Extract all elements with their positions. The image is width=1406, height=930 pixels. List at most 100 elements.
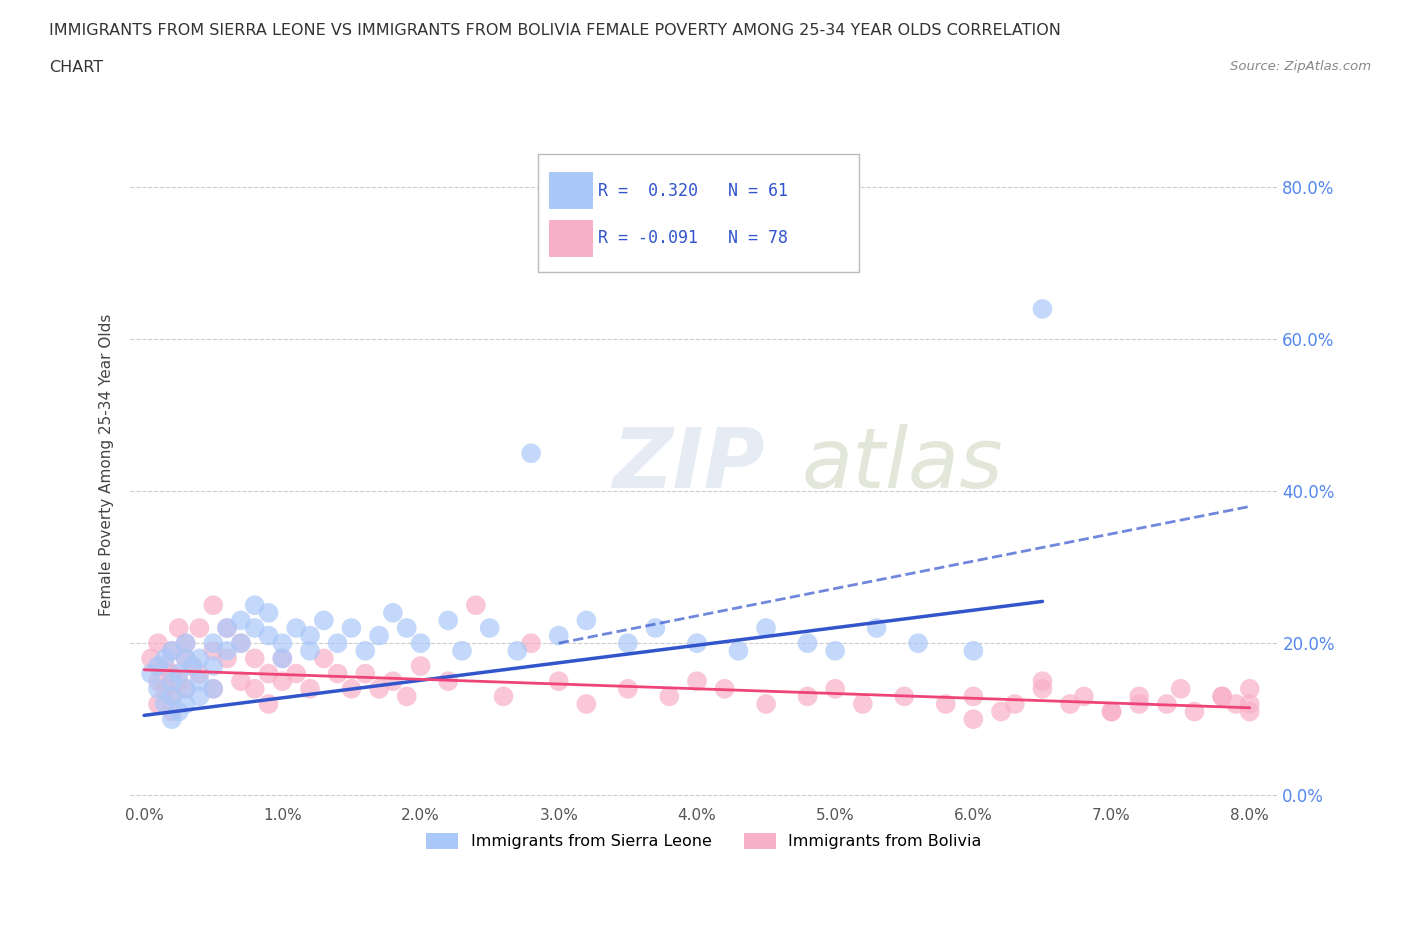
Point [1101,704,1123,719]
Y-axis label: Female Poverty Among 25-34 Year Olds: Female Poverty Among 25-34 Year Olds [100,313,114,616]
Point [243,651,266,666]
Point [1156,697,1178,711]
Bar [537,153,859,272]
Point [167,666,190,681]
Point [907,636,929,651]
Point [202,682,225,697]
Point [146,682,169,697]
Bar [548,172,592,209]
Point [188,689,211,704]
Point [243,682,266,697]
Point [257,605,280,620]
Point [229,636,252,651]
Text: IMMIGRANTS FROM SIERRA LEONE VS IMMIGRANTS FROM BOLIVIA FEMALE POVERTY AMONG 25-: IMMIGRANTS FROM SIERRA LEONE VS IMMIGRAN… [49,23,1062,38]
Point [990,704,1012,719]
Point [381,605,404,620]
Legend: Immigrants from Sierra Leone, Immigrants from Bolivia: Immigrants from Sierra Leone, Immigrants… [419,826,988,856]
Point [298,644,321,658]
Point [160,644,183,658]
Point [1031,673,1053,688]
Point [146,697,169,711]
Point [395,689,418,704]
Point [271,651,294,666]
Point [1004,697,1026,711]
Point [174,697,197,711]
Point [713,682,735,697]
Point [492,689,515,704]
Point [257,628,280,643]
Point [243,620,266,635]
Point [153,697,176,711]
Point [437,613,460,628]
Point [547,628,569,643]
Point [160,689,183,704]
Point [298,682,321,697]
Point [326,666,349,681]
Point [312,613,335,628]
Point [174,651,197,666]
Point [520,445,543,460]
Point [1128,689,1150,704]
Point [1225,697,1247,711]
Point [285,620,308,635]
Point [437,673,460,688]
Point [368,628,391,643]
Point [547,673,569,688]
Point [217,620,239,635]
Point [1211,689,1233,704]
Point [658,689,681,704]
Point [354,644,377,658]
Point [188,651,211,666]
Point [202,644,225,658]
Point [409,658,432,673]
Point [962,644,984,658]
Point [1211,689,1233,704]
Point [202,658,225,673]
Point [188,673,211,688]
Point [1128,697,1150,711]
Point [271,673,294,688]
Point [575,697,598,711]
Point [520,636,543,651]
Point [174,651,197,666]
Point [893,689,915,704]
Point [617,636,640,651]
Point [464,598,486,613]
Point [174,636,197,651]
Point [160,644,183,658]
Point [217,620,239,635]
Text: Source: ZipAtlas.com: Source: ZipAtlas.com [1230,60,1371,73]
Point [167,704,190,719]
Point [1239,704,1261,719]
Point [160,711,183,726]
Point [1184,704,1206,719]
Point [188,620,211,635]
Point [1239,697,1261,711]
Point [153,682,176,697]
Point [174,636,197,651]
Point [1059,697,1081,711]
Point [796,636,818,651]
Point [686,673,709,688]
Point [285,666,308,681]
Point [395,620,418,635]
Point [575,613,598,628]
Point [167,620,190,635]
Point [727,644,749,658]
Point [146,636,169,651]
Point [755,697,778,711]
Point [644,620,666,635]
Point [852,697,875,711]
Point [167,673,190,688]
Text: R = -0.091   N = 78: R = -0.091 N = 78 [599,229,789,247]
Point [146,673,169,688]
Point [229,613,252,628]
Point [478,620,501,635]
Point [217,651,239,666]
Point [153,658,176,673]
Point [257,666,280,681]
Point [865,620,887,635]
Point [381,673,404,688]
Point [160,689,183,704]
Text: ZIP: ZIP [612,424,765,505]
